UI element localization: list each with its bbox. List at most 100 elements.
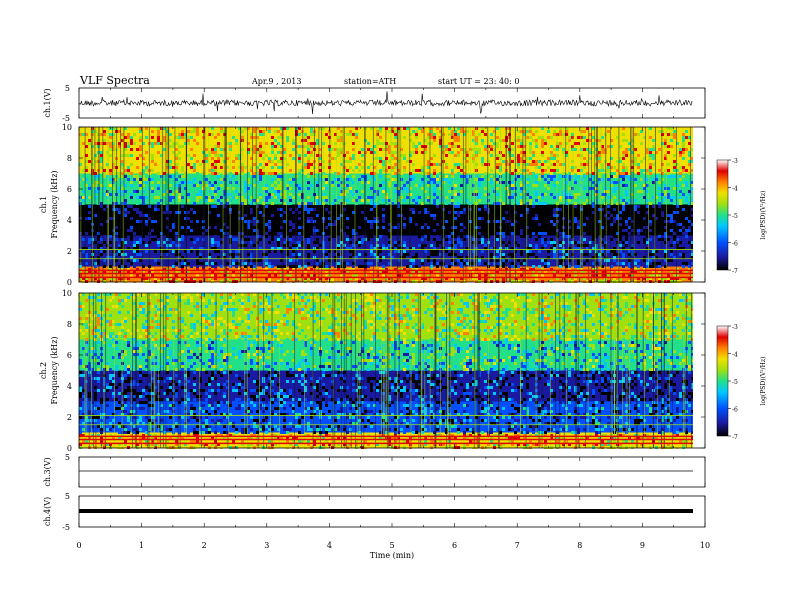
spectrogram-cell [454, 166, 457, 169]
spectrogram-cell [652, 229, 655, 232]
spectrogram-cell [397, 190, 400, 193]
spectrogram-cell [490, 238, 493, 241]
spectrogram-cell [415, 256, 418, 259]
spectrogram-cell [151, 220, 154, 223]
spectrogram-cell [502, 265, 505, 268]
spectrogram-cell [259, 151, 262, 154]
spectrogram-cell [589, 250, 592, 253]
spectrogram-cell [421, 262, 424, 265]
spectrogram-cell [451, 142, 454, 145]
spectrogram-cell [592, 235, 595, 238]
spectrogram-cell [208, 169, 211, 172]
spectrogram-cell [451, 172, 454, 175]
spectrogram-cell [667, 271, 670, 274]
spectrogram-cell [136, 178, 139, 181]
spectrogram-cell [592, 127, 595, 130]
spectrogram-cell [175, 172, 178, 175]
spectrogram-cell [193, 241, 196, 244]
spectrogram-cell [376, 271, 379, 274]
spectrogram-cell [649, 217, 652, 220]
spectrogram-cell [520, 199, 523, 202]
spectrogram-cell [673, 175, 676, 178]
spectrogram-cell [304, 181, 307, 184]
spectrogram-cell [310, 259, 313, 262]
spectrogram-cell [613, 259, 616, 262]
spectrogram-cell [403, 130, 406, 133]
spectrogram-cell [580, 205, 583, 208]
spectrogram-cell [133, 259, 136, 262]
spectrogram-cell [589, 241, 592, 244]
spectrogram-cell [238, 250, 241, 253]
spectrogram-cell [556, 175, 559, 178]
spectrogram-cell [367, 199, 370, 202]
spectrogram-cell [238, 232, 241, 235]
spectrogram-cell [232, 262, 235, 265]
spectrogram-cell [232, 160, 235, 163]
spectrogram-cell [589, 145, 592, 148]
spectrogram-cell [319, 127, 322, 130]
spectrogram-cell [154, 196, 157, 199]
spectrogram-cell [613, 145, 616, 148]
spectrogram-cell [385, 190, 388, 193]
spectrogram-cell [151, 223, 154, 226]
spectrogram-cell [652, 154, 655, 157]
y-tick-label: -5 [62, 114, 70, 123]
spectrogram-cell [679, 166, 682, 169]
spectrogram-cell [349, 217, 352, 220]
spectrogram-cell [271, 220, 274, 223]
spectrogram-cell [184, 262, 187, 265]
spectrogram-cell [88, 196, 91, 199]
spectrogram-cell [460, 211, 463, 214]
spectrogram-cell [640, 232, 643, 235]
spectrogram-cell [265, 235, 268, 238]
spectrogram-cell [547, 256, 550, 259]
spectrogram-cell [271, 172, 274, 175]
spectrogram-cell [157, 262, 160, 265]
spectrogram-cell [214, 163, 217, 166]
spectrogram-cell [196, 208, 199, 211]
spectrogram-cell [457, 163, 460, 166]
spectrogram-cell [460, 262, 463, 265]
spectrogram-cell [637, 211, 640, 214]
spectrogram-cell [370, 148, 373, 151]
spectrogram-cell [133, 241, 136, 244]
spectrogram-cell [280, 217, 283, 220]
spectrogram-cell [556, 193, 559, 196]
spectrogram-cell [676, 205, 679, 208]
spectrogram-cell [673, 148, 676, 151]
spectrogram-cell [109, 154, 112, 157]
spectrogram-cell [394, 274, 397, 277]
spectrogram-cell [325, 133, 328, 136]
spectrogram-cell [187, 193, 190, 196]
spectrogram-cell [382, 226, 385, 229]
spectrogram-cell [319, 148, 322, 151]
spectrogram-cell [136, 250, 139, 253]
spectrogram-cell [658, 148, 661, 151]
spectrogram-cell [316, 181, 319, 184]
spectrogram-cell [472, 223, 475, 226]
spectrogram-cell [376, 259, 379, 262]
spectrogram-cell [250, 265, 253, 268]
spectrogram-cell [535, 130, 538, 133]
spectrogram-cell [151, 208, 154, 211]
spectrogram-cell [241, 136, 244, 139]
spectrogram-cell [520, 253, 523, 256]
spectrogram-cell [691, 208, 694, 211]
spectrogram-cell [367, 205, 370, 208]
spectrogram-cell [502, 217, 505, 220]
spectrogram-cell [334, 232, 337, 235]
spectrogram-cell [406, 199, 409, 202]
spectrogram-cell [85, 256, 88, 259]
spectrogram-cell [502, 253, 505, 256]
spectrogram-cell [610, 184, 613, 187]
spectrogram-cell [118, 253, 121, 256]
spectrogram-cell [388, 199, 391, 202]
spectrogram-cell [448, 211, 451, 214]
spectrogram-cell [445, 277, 448, 280]
spectrogram-cell [535, 163, 538, 166]
spectrogram-cell [421, 217, 424, 220]
spectrogram-cell [130, 253, 133, 256]
spectrogram-cell [391, 244, 394, 247]
spectrogram-cell [427, 166, 430, 169]
spectrogram-cell [97, 145, 100, 148]
